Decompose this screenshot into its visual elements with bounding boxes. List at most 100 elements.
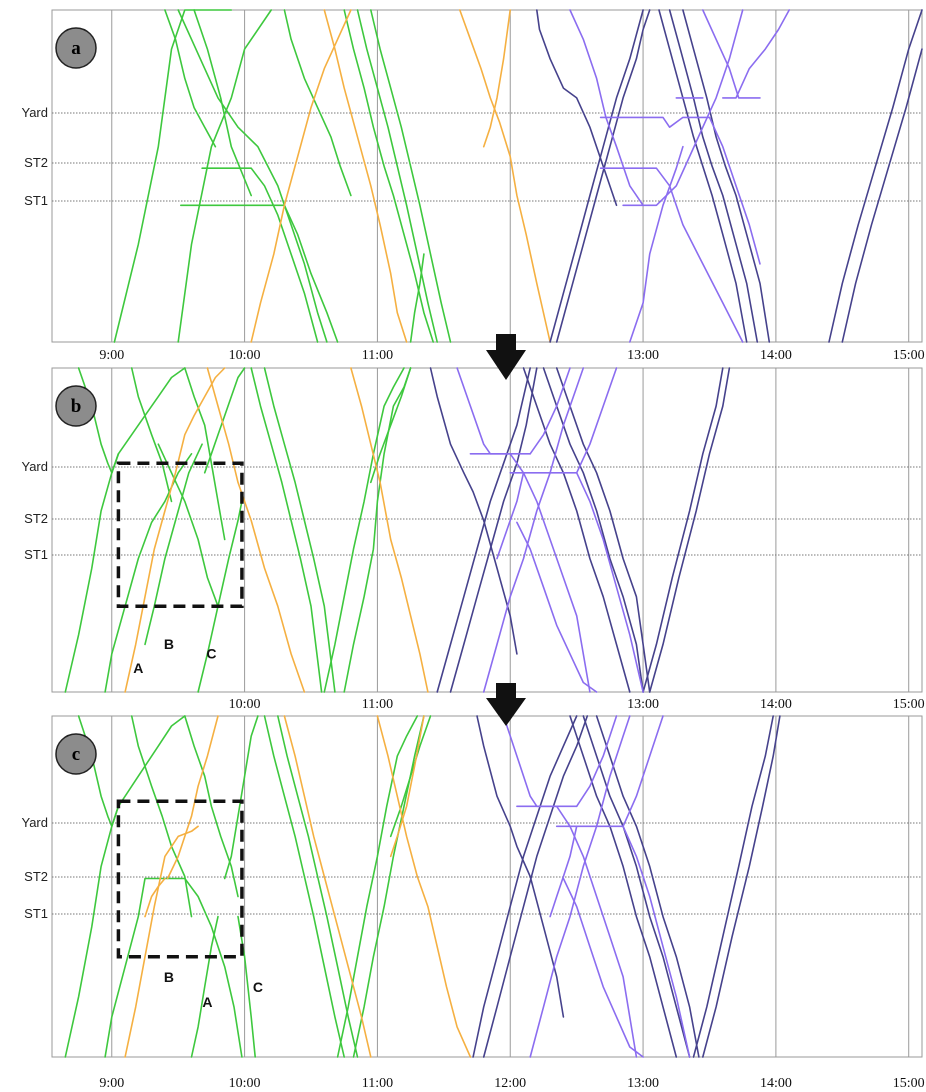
station-label: ST2 [24, 155, 48, 170]
train-path [184, 367, 226, 541]
panel-badge-label: b [71, 396, 82, 417]
train-path [516, 805, 638, 1058]
station-label: ST1 [24, 547, 48, 562]
train-path [668, 9, 759, 343]
train-path [549, 825, 578, 918]
train-path [595, 715, 700, 1058]
train-path [449, 367, 538, 693]
train-path [164, 9, 217, 148]
station-label: Yard [22, 459, 49, 474]
train-path [522, 367, 631, 693]
train-path [469, 452, 591, 693]
train-path [201, 167, 319, 343]
train-path [389, 715, 432, 838]
station-label: ST2 [24, 869, 48, 884]
train-path [549, 9, 644, 343]
train-path [535, 9, 618, 207]
train-path [642, 367, 724, 693]
x-tick-label: 9:00 [99, 1076, 124, 1091]
panel-badge-label: c [72, 744, 80, 765]
station-label: Yard [22, 815, 49, 830]
train-path [130, 367, 173, 503]
train-path [250, 9, 352, 343]
train-path [509, 367, 618, 474]
train-marker-label: B [164, 636, 174, 652]
down-arrow-icon [486, 334, 526, 380]
train-path [436, 367, 532, 693]
train-path [263, 715, 346, 1058]
panel-c: Yard ST2 ST1 B A C 9:00 10:00 11:00 12:00 13:00 14:… [22, 715, 925, 1091]
panel-badge-label: a [71, 38, 81, 59]
train-path [472, 715, 578, 1058]
panel-badge-circle [55, 733, 97, 775]
train-path [113, 9, 233, 343]
train-path [658, 9, 748, 343]
train-path [542, 367, 644, 693]
x-tick-label: 14:00 [760, 697, 792, 712]
panel-b: Yard ST2 ST1 A B C 10:00 11:00 13:00 14:00 15:00 b [22, 367, 925, 712]
train-path [104, 877, 186, 1058]
train-path [180, 204, 339, 343]
plot-area [51, 9, 923, 343]
train-marker-label: A [202, 994, 212, 1010]
train-path [124, 367, 226, 693]
x-tick-label: 9:00 [99, 348, 124, 363]
train-path [203, 367, 246, 474]
station-label: ST2 [24, 511, 48, 526]
train-path [104, 452, 193, 693]
train-path [695, 116, 761, 265]
train-path [177, 9, 273, 343]
train-path [701, 9, 761, 99]
x-tick-label: 10:00 [229, 1076, 261, 1091]
train-path [130, 715, 193, 918]
x-tick-label: 10:00 [229, 348, 261, 363]
train-path [599, 167, 744, 343]
train-path [193, 9, 252, 197]
train-path [458, 9, 551, 343]
x-tick-label: 15:00 [893, 348, 925, 363]
train-path [283, 9, 352, 197]
train-path [144, 877, 166, 918]
train-path [599, 116, 698, 128]
train-path [263, 367, 336, 693]
highlight-box [116, 461, 244, 608]
train-path [841, 48, 923, 343]
train-marker-label: C [253, 979, 263, 995]
station-label: ST1 [24, 193, 48, 208]
panel-a: Yard ST2 ST1 9:00 10:00 11:00 13:00 14:00 15:00 a [22, 9, 925, 363]
train-path [389, 715, 425, 858]
x-tick-label: 14:00 [760, 348, 792, 363]
x-tick-label: 11:00 [362, 348, 393, 363]
train-path [343, 367, 412, 693]
train-path [516, 521, 598, 693]
panel-badge-circle [55, 385, 97, 427]
x-tick-label: 11:00 [362, 697, 393, 712]
train-path [276, 715, 359, 1058]
train-path [828, 9, 923, 343]
train-path [429, 367, 518, 655]
train-path [283, 715, 372, 1058]
train-path [721, 9, 791, 99]
train-path [476, 715, 565, 1018]
train-path [555, 9, 651, 343]
train-path [350, 367, 429, 693]
x-tick-label: 15:00 [893, 1076, 925, 1091]
station-label: ST1 [24, 906, 48, 921]
train-path [376, 715, 472, 1058]
plot-area [51, 715, 923, 1058]
x-tick-label: 10:00 [229, 697, 261, 712]
train-path [356, 9, 439, 343]
train-path [177, 9, 328, 343]
train-path [184, 877, 243, 1058]
train-path [157, 443, 219, 608]
train-path [323, 9, 408, 343]
train-path [223, 715, 259, 880]
train-path [482, 9, 512, 148]
station-label: Yard [22, 105, 49, 120]
x-tick-label: 11:00 [362, 1076, 393, 1091]
train-path [197, 500, 243, 693]
train-path [190, 915, 219, 1058]
train-path [409, 253, 425, 343]
x-tick-label: 13:00 [627, 697, 659, 712]
